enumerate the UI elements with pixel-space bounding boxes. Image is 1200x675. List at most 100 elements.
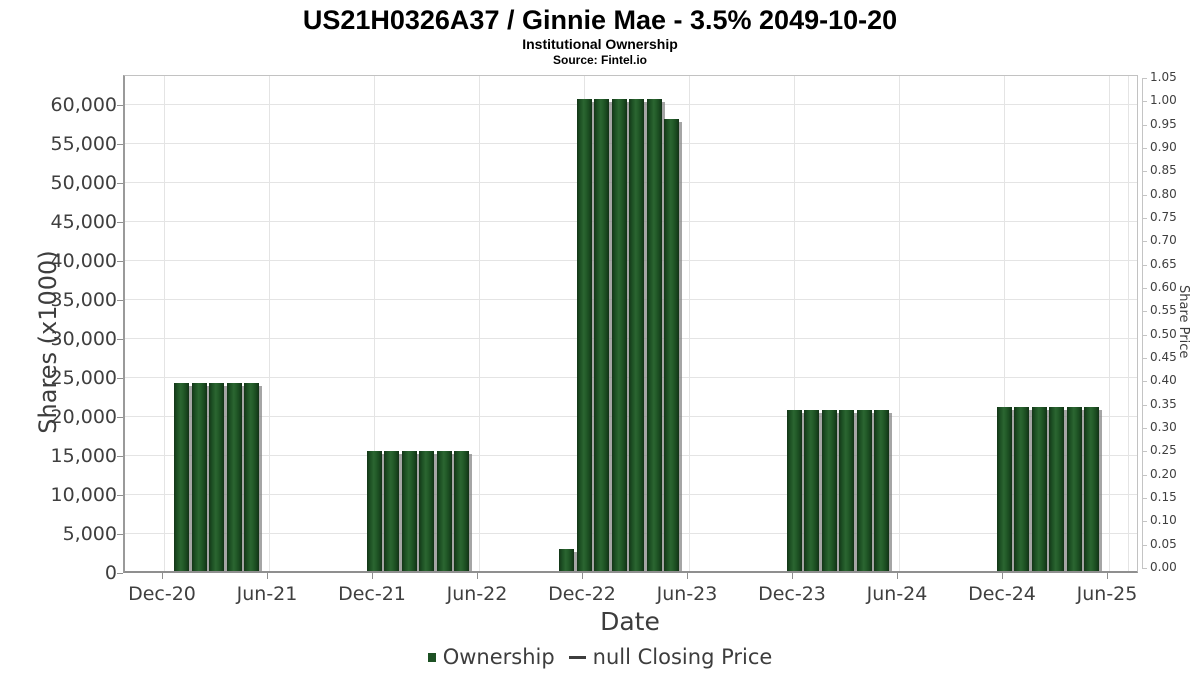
y-tick-mark xyxy=(117,183,123,185)
y2-tick-mark xyxy=(1142,381,1147,383)
bar-May-23 xyxy=(664,118,679,571)
bar-Mar-21 xyxy=(209,383,224,571)
x-tick-mark xyxy=(267,573,268,579)
v-gridline xyxy=(794,76,795,571)
y2-tick-mark xyxy=(1142,404,1147,406)
bar-Mar-23 xyxy=(629,98,644,571)
y-tick-mark xyxy=(117,144,123,146)
x-tick-mark xyxy=(477,573,478,579)
y2-tick-mark xyxy=(1142,241,1147,243)
y2-tick-label: 0.65 xyxy=(1150,256,1177,271)
bar-Feb-21 xyxy=(191,383,207,571)
y-tick-mark xyxy=(117,573,123,574)
bar-Dec-21 xyxy=(366,450,382,571)
v-gridline xyxy=(269,76,270,571)
y2-tick-label: 0.60 xyxy=(1150,280,1177,294)
y-tick-label: 50,000 xyxy=(50,172,117,195)
y2-tick-mark xyxy=(1142,358,1147,359)
x-tick-mark xyxy=(792,573,793,579)
v-gridline xyxy=(1004,76,1005,571)
y2-tick-mark xyxy=(1142,521,1147,523)
legend-ownership-label: Ownership xyxy=(442,645,555,669)
chart-title: US21H0326A37 / Ginnie Mae - 3.5% 2049-10… xyxy=(302,5,898,35)
x-tick-label: Dec-22 xyxy=(548,583,616,605)
legend: Ownership null Closing Price xyxy=(0,645,1200,669)
y2-tick-mark xyxy=(1142,474,1147,476)
y-tick-mark xyxy=(117,222,123,224)
legend-closing-price-label: null Closing Price xyxy=(592,645,773,669)
y2-tick-mark xyxy=(1142,568,1147,569)
x-tick-label: Jun-22 xyxy=(446,583,508,605)
y2-tick-mark xyxy=(1142,124,1147,126)
x-tick-mark xyxy=(582,573,583,579)
bar-May-21 xyxy=(244,383,259,571)
y-tick-label: 15,000 xyxy=(50,445,117,468)
y-tick-label: 40,000 xyxy=(50,250,117,273)
bar-Mar-22 xyxy=(419,450,434,571)
v-gridline xyxy=(899,76,900,571)
y2-tick-mark xyxy=(1142,194,1147,196)
y-tick-mark xyxy=(117,261,123,263)
bar-Mar-24 xyxy=(839,410,854,571)
bar-Apr-21 xyxy=(226,383,242,571)
x-tick-label: Jun-21 xyxy=(236,583,298,605)
bar-May-24 xyxy=(874,410,889,571)
y2-tick-mark xyxy=(1142,264,1147,266)
y2-tick-mark xyxy=(1142,311,1147,313)
y-tick-mark xyxy=(117,105,123,107)
bar-May-22 xyxy=(454,450,469,571)
x-tick-mark xyxy=(1002,573,1003,579)
y-tick-mark xyxy=(117,495,123,497)
y2-tick-mark xyxy=(1142,544,1147,546)
y2-tick-mark xyxy=(1142,428,1147,429)
bar-Jan-21 xyxy=(174,383,189,571)
bar-Nov-22 xyxy=(559,549,574,571)
y-tick-label: 35,000 xyxy=(50,289,117,312)
y-tick-label: 0 xyxy=(104,562,117,584)
y2-tick-label: 0.00 xyxy=(1150,560,1177,574)
y2-tick-label: 0.50 xyxy=(1150,326,1177,341)
bar-Mar-25 xyxy=(1049,407,1064,571)
y2-tick-label: 0.05 xyxy=(1150,536,1177,551)
y2-tick-mark xyxy=(1142,148,1147,149)
y2-tick-mark xyxy=(1142,451,1147,453)
y-tick-label: 45,000 xyxy=(50,211,117,234)
y-tick-label: 25,000 xyxy=(50,367,117,390)
y-tick-mark xyxy=(117,417,123,419)
x-tick-mark xyxy=(897,573,898,579)
bar-May-25 xyxy=(1084,407,1099,571)
y2-tick-label: 0.85 xyxy=(1150,163,1177,178)
v-gridline xyxy=(1109,76,1110,571)
bar-Dec-24 xyxy=(996,407,1012,571)
y-tick-mark xyxy=(117,534,123,536)
y2-tick-label: 0.90 xyxy=(1150,140,1177,154)
v-gridline xyxy=(374,76,375,571)
bar-Apr-25 xyxy=(1066,407,1082,571)
bar-Apr-24 xyxy=(856,410,872,571)
y-tick-mark xyxy=(117,378,123,380)
y2-tick-mark xyxy=(1142,78,1147,79)
y2-tick-label: 0.35 xyxy=(1150,396,1177,411)
v-gridline xyxy=(164,76,165,571)
bar-Dec-22 xyxy=(576,98,592,571)
y2-tick-mark xyxy=(1142,218,1147,219)
legend-ownership-swatch-icon xyxy=(427,652,436,662)
y2-tick-label: 0.70 xyxy=(1150,233,1177,248)
y2-tick-label: 0.10 xyxy=(1150,513,1177,528)
bar-Feb-22 xyxy=(401,450,417,571)
bar-Apr-23 xyxy=(646,98,662,571)
x-tick-label: Jun-24 xyxy=(866,583,928,605)
x-tick-label: Jun-23 xyxy=(656,583,718,605)
y-tick-label: 10,000 xyxy=(50,484,117,507)
y2-tick-label: 0.45 xyxy=(1150,350,1177,364)
y2-axis-label: Share Price xyxy=(1176,285,1191,359)
bar-Dec-23 xyxy=(786,410,802,571)
y-tick-label: 20,000 xyxy=(50,406,117,429)
y2-axis-line xyxy=(1142,78,1143,568)
y2-tick-mark xyxy=(1142,288,1147,289)
x-axis-label: Date xyxy=(600,607,660,636)
y2-tick-label: 0.55 xyxy=(1150,303,1177,318)
y-tick-label: 5,000 xyxy=(62,523,117,546)
v-gridline-axis-max xyxy=(1128,76,1129,571)
y2-tick-mark xyxy=(1142,101,1147,103)
